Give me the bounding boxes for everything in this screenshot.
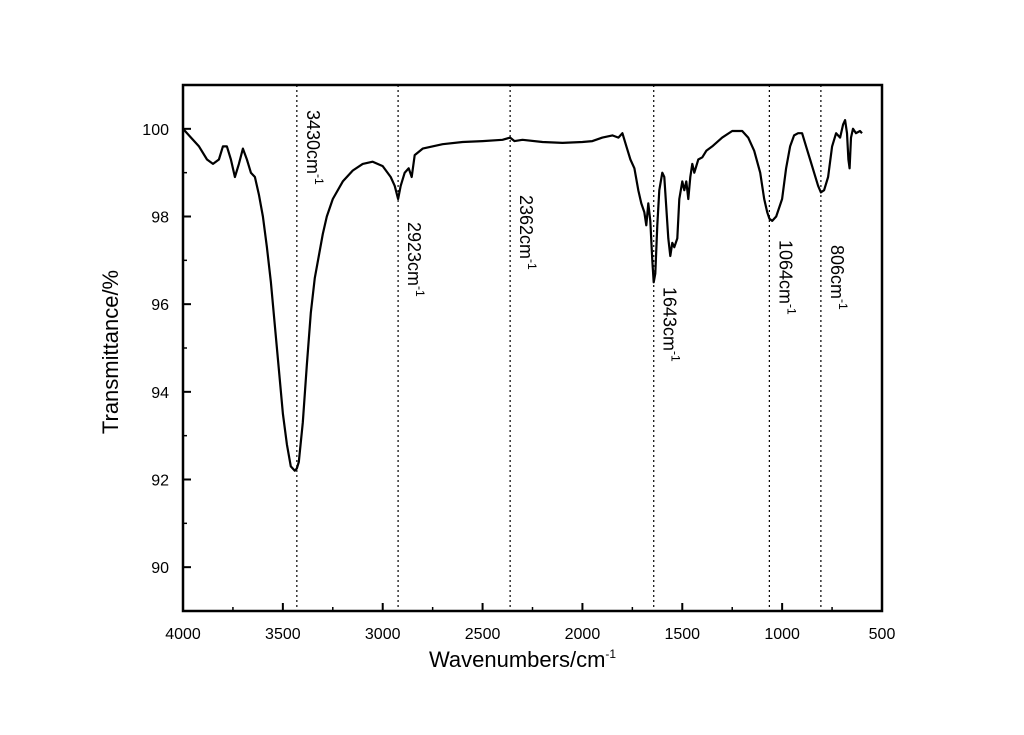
peak-annotation: 806cm-1 <box>827 245 850 310</box>
y-tick-label: 96 <box>151 297 169 314</box>
peak-annotation-text: 3430cm <box>303 110 323 174</box>
peak-annotation: 1064cm-1 <box>775 240 798 315</box>
y-tick-label: 100 <box>142 122 169 139</box>
peak-annotation-text: 806cm <box>827 245 847 299</box>
x-axis-title: Wavenumbers/cm-1 <box>429 647 616 672</box>
peak-annotation-sup: -1 <box>836 299 850 310</box>
peak-annotation-sup: -1 <box>525 259 539 270</box>
peak-annotation: 2362cm-1 <box>516 195 539 270</box>
peak-annotation-text: 1643cm <box>660 287 680 351</box>
plot-frame <box>181 83 884 613</box>
y-tick-label: 94 <box>151 385 169 402</box>
x-tick-label: 4000 <box>165 626 201 643</box>
peak-annotation: 3430cm-1 <box>303 110 326 185</box>
y-tick-label: 92 <box>151 473 169 490</box>
x-tick-label: 3500 <box>265 626 301 643</box>
y-axis-title: Transmittance/% <box>98 270 123 434</box>
x-tick-label: 2000 <box>565 626 601 643</box>
peak-annotation-sup: -1 <box>784 304 798 315</box>
peak-annotations: 3430cm-12923cm-12362cm-11643cm-11064cm-1… <box>303 110 850 362</box>
peak-annotation-sup: -1 <box>669 351 683 362</box>
x-tick-label: 3000 <box>365 626 401 643</box>
peak-annotation-text: 2362cm <box>516 195 536 259</box>
x-axis-title-text: Wavenumbers/cm <box>429 647 605 672</box>
peak-annotation: 1643cm-1 <box>660 287 683 362</box>
peak-annotation-text: 2923cm <box>404 222 424 286</box>
x-tick-label: 1500 <box>664 626 700 643</box>
peak-annotation-sup: -1 <box>413 286 427 297</box>
y-axis-ticks: 90 92 94 96 98 100 <box>142 84 191 612</box>
peak-annotation-text: 1064cm <box>775 240 795 304</box>
y-tick-label: 90 <box>151 560 169 577</box>
y-tick-label: 98 <box>151 210 169 227</box>
x-tick-label: 1000 <box>764 626 800 643</box>
x-axis-title-sup: -1 <box>605 647 616 661</box>
peak-annotation-sup: -1 <box>312 174 326 185</box>
x-tick-label: 2500 <box>465 626 501 643</box>
x-axis-ticks: 4000 3500 3000 2500 2000 1500 1000 500 <box>165 603 895 643</box>
peak-annotation: 2923cm-1 <box>404 222 427 297</box>
spectrum-line <box>182 119 863 472</box>
x-tick-label: 500 <box>869 626 896 643</box>
